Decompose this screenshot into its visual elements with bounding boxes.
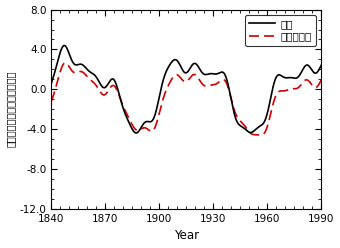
Legend: 観測, モデル計算: 観測, モデル計算 xyxy=(245,15,316,46)
Y-axis label: 一日の長さの変化（ミリ秒）: 一日の長さの変化（ミリ秒） xyxy=(5,71,16,148)
観測 xyxy=(49,82,53,85)
モデル計算 xyxy=(312,85,316,88)
観測 xyxy=(319,64,323,67)
Line: 観測: 観測 xyxy=(51,45,321,133)
モデル計算 xyxy=(63,62,67,64)
モデル計算 xyxy=(63,62,67,64)
Line: モデル計算: モデル計算 xyxy=(51,63,321,135)
モデル計算 xyxy=(259,134,263,137)
モデル計算 xyxy=(311,85,316,88)
観測 xyxy=(63,44,67,47)
観測 xyxy=(312,71,316,74)
観測 xyxy=(262,121,266,124)
モデル計算 xyxy=(262,132,266,135)
モデル計算 xyxy=(49,99,53,102)
モデル計算 xyxy=(319,79,323,82)
観測 xyxy=(134,131,138,134)
X-axis label: Year: Year xyxy=(174,229,199,243)
モデル計算 xyxy=(174,73,178,76)
モデル計算 xyxy=(181,79,185,82)
観測 xyxy=(311,71,316,74)
観測 xyxy=(174,58,178,61)
観測 xyxy=(181,69,185,72)
観測 xyxy=(62,44,66,47)
